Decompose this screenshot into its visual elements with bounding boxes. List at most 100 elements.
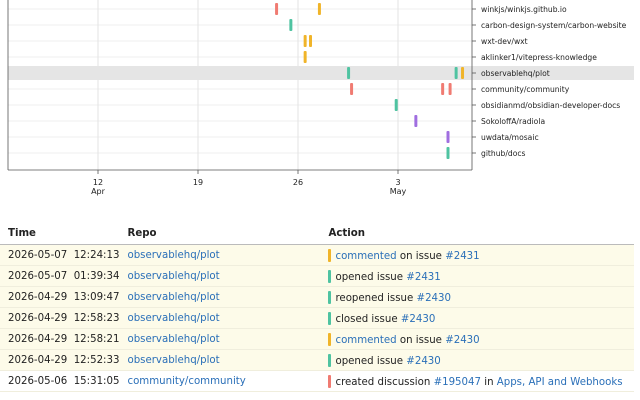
- event-mark: [446, 147, 450, 159]
- action-verb: opened issue: [335, 355, 404, 367]
- action-verb: created discussion: [335, 376, 431, 388]
- repo-link[interactable]: observablehq/plot: [127, 291, 220, 303]
- action-verb: closed issue: [335, 313, 398, 325]
- event-mark: [441, 83, 445, 95]
- event-time: 15:31:05: [73, 375, 120, 387]
- action-cell: opened issue #2431: [320, 265, 634, 287]
- activity-table: Time Repo Action 2026-05-07 12:24:13 obse…: [0, 222, 634, 392]
- repo-link[interactable]: observablehq/plot: [127, 312, 220, 324]
- repo-link[interactable]: observablehq/plot: [127, 270, 220, 282]
- category-link[interactable]: Apps, API and Webhooks: [496, 376, 623, 388]
- repo-link[interactable]: observablehq/plot: [127, 354, 220, 366]
- event-time: 12:58:23: [73, 312, 120, 324]
- event-date: 2026-05-06: [8, 375, 68, 387]
- table-row: 2026-04-29 12:58:23 observablehq/plot clos…: [0, 307, 634, 329]
- event-time: 12:58:21: [73, 333, 120, 345]
- activity-table-container: Time Repo Action 2026-05-07 12:24:13 obse…: [0, 222, 640, 392]
- action-text: on issue: [396, 250, 446, 262]
- issue-link[interactable]: #2431: [406, 271, 441, 283]
- repo-label: community/community: [481, 85, 570, 94]
- table-row: 2026-05-06 15:31:05 community/community cr…: [0, 370, 634, 392]
- repo-label: uwdata/mosaic: [481, 133, 539, 142]
- event-mark: [275, 3, 279, 15]
- event-kind-indicator: [328, 374, 332, 388]
- action-text: in: [481, 376, 497, 388]
- table-row: 2026-04-29 13:09:47 observablehq/plot reop…: [0, 286, 634, 308]
- event-mark: [347, 67, 351, 79]
- event-date: 2026-04-29: [8, 291, 68, 303]
- event-time: 13:09:47: [73, 291, 120, 303]
- event-kind-indicator: [328, 269, 332, 283]
- event-kind-indicator: [328, 353, 332, 367]
- event-mark: [303, 51, 307, 63]
- action-cell: commented on issue #2430: [320, 328, 634, 350]
- highlighted-repo-band: [8, 66, 634, 80]
- event-time: 01:39:34: [73, 270, 120, 282]
- event-mark: [309, 35, 312, 47]
- event-mark: [446, 131, 450, 143]
- activity-timeline-chart: winkjs/winkjs.github.io carbon-design-sys…: [7, 0, 634, 196]
- issue-link[interactable]: #195047: [433, 376, 481, 388]
- event-date: 2026-05-07: [8, 270, 68, 282]
- action-cell: created discussion #195047 in Apps, API …: [320, 370, 634, 392]
- repo-label: winkjs/winkjs.github.io: [481, 5, 567, 14]
- event-mark: [350, 83, 354, 95]
- column-header-time: Time: [0, 222, 120, 245]
- repo-link[interactable]: observablehq/plot: [127, 249, 220, 261]
- x-tick-sublabel: May: [390, 187, 407, 196]
- repo-label: aklinker1/vitepress-knowledge: [481, 53, 597, 62]
- repo-cell: observablehq/plot: [119, 307, 321, 329]
- repo-cell: observablehq/plot: [119, 286, 321, 308]
- issue-link[interactable]: #2431: [445, 250, 480, 262]
- event-time: 12:52:33: [73, 354, 120, 366]
- event-date: 2026-04-29: [8, 312, 68, 324]
- action-text: on issue: [396, 334, 446, 346]
- x-tick-label: 3: [395, 178, 400, 187]
- repo-label: obsidianmd/obsidian-developer-docs: [481, 101, 620, 110]
- event-date: 2026-05-07: [8, 249, 68, 261]
- repo-label: carbon-design-system/carbon-website: [481, 21, 627, 30]
- event-date: 2026-04-29: [8, 354, 68, 366]
- event-kind-indicator: [328, 311, 332, 325]
- column-header-action: Action: [320, 222, 634, 245]
- action-verb: reopened issue: [335, 292, 414, 304]
- x-tick-label: 26: [293, 178, 303, 187]
- action-cell: reopened issue #2430: [320, 286, 634, 308]
- event-kind-indicator: [328, 290, 332, 304]
- issue-link[interactable]: #2430: [416, 292, 451, 304]
- event-time: 12:24:13: [73, 249, 120, 261]
- repo-cell: community/community: [119, 370, 321, 392]
- event-kind-indicator: [328, 332, 332, 346]
- column-header-repo: Repo: [119, 222, 321, 245]
- event-date: 2026-04-29: [8, 333, 68, 345]
- chart-frame: [7, 0, 473, 171]
- time-cell: 2026-05-06 15:31:05: [0, 370, 120, 392]
- repo-label: observablehq/plot: [481, 69, 550, 78]
- repo-link[interactable]: observablehq/plot: [127, 333, 220, 345]
- repo-cell: observablehq/plot: [119, 265, 321, 287]
- event-mark: [461, 67, 465, 79]
- issue-link[interactable]: #2430: [400, 313, 436, 325]
- action-link[interactable]: commented: [335, 250, 397, 262]
- time-cell: 2026-05-07 12:24:13: [0, 244, 120, 266]
- issue-link[interactable]: #2430: [445, 334, 480, 346]
- x-tick-label: 19: [193, 178, 203, 187]
- chart-grid: [8, 0, 472, 170]
- action-link[interactable]: commented: [335, 334, 397, 346]
- repo-label: wxt-dev/wxt: [481, 37, 528, 46]
- event-mark: [414, 115, 418, 127]
- action-cell: closed issue #2430: [320, 307, 634, 329]
- x-tick-label: 12: [93, 178, 103, 187]
- repo-cell: observablehq/plot: [119, 349, 321, 371]
- event-mark: [289, 19, 293, 31]
- issue-link[interactable]: #2430: [406, 355, 441, 367]
- action-verb: opened issue: [335, 271, 404, 283]
- repo-labels: winkjs/winkjs.github.io carbon-design-sys…: [472, 5, 627, 158]
- time-cell: 2026-05-07 01:39:34: [0, 265, 120, 287]
- time-cell: 2026-04-29 12:58:21: [0, 328, 120, 350]
- repo-label: SokoloffA/radiola: [481, 117, 545, 126]
- repo-link[interactable]: community/community: [127, 375, 246, 387]
- time-cell: 2026-04-29 12:52:33: [0, 349, 120, 371]
- table-row: 2026-04-29 12:52:33 observablehq/plot open…: [0, 349, 634, 371]
- repo-cell: observablehq/plot: [119, 244, 321, 266]
